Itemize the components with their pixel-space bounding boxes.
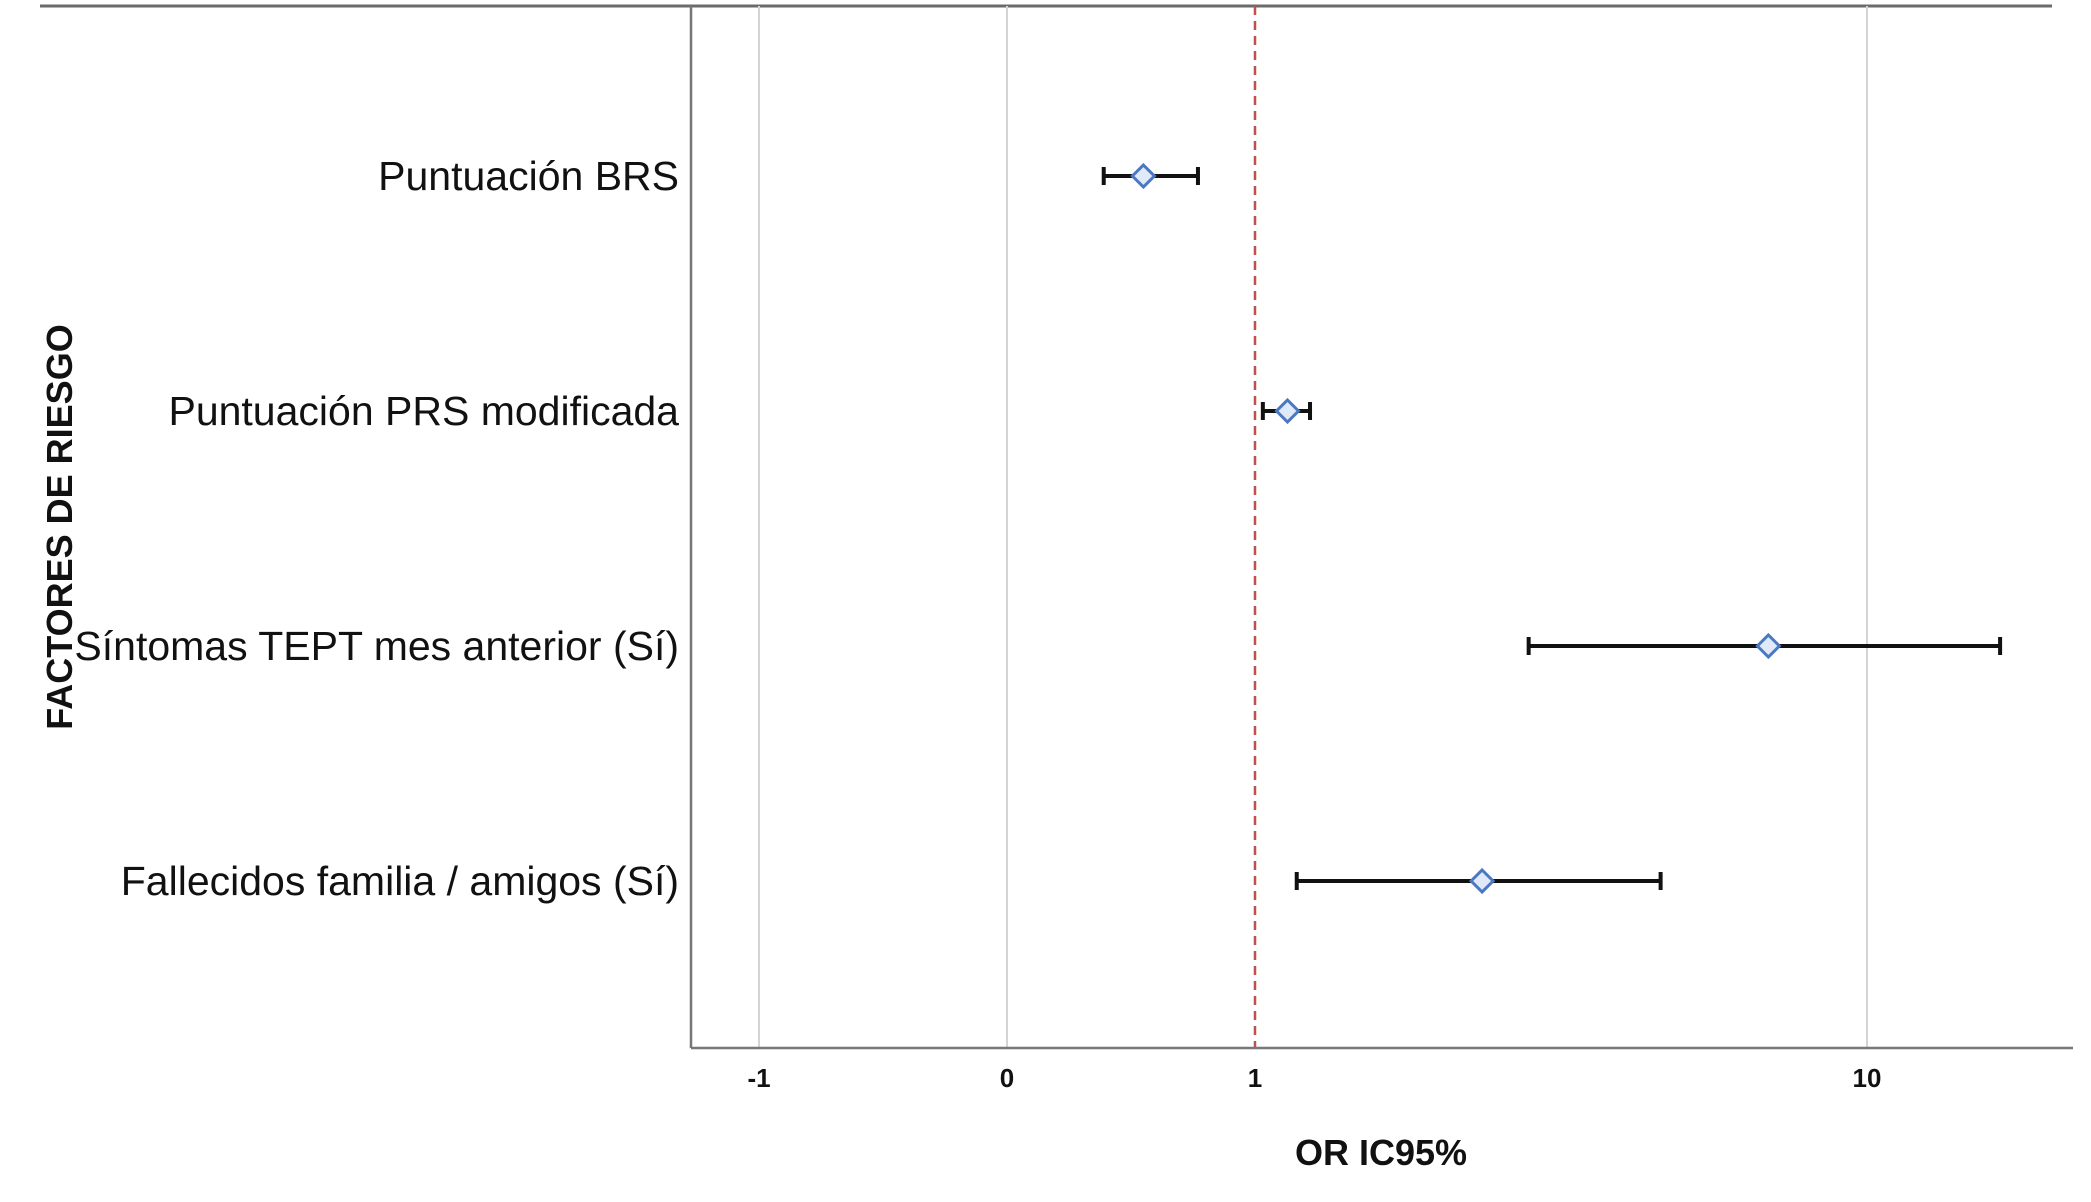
grid-lines [758,6,1868,1048]
row-label: Síntomas TEPT mes anterior (Sí) [74,623,679,669]
data-rows: Puntuación BRS Puntuación PRS modificada S… [74,153,2003,904]
row-label: Puntuación PRS modificada [168,388,679,434]
x-tick-label: 1 [1248,1063,1262,1093]
x-axis-ticks: -1 0 1 10 [747,1063,1881,1093]
or-point [1130,162,1157,190]
or-point [1755,632,1782,660]
x-tick-label: 0 [1000,1063,1014,1093]
or-point [1274,397,1301,425]
x-axis-title: OR IC95% [1295,1132,1467,1173]
forest-row: Puntuación PRS modificada [168,388,1313,434]
forest-row: Puntuación BRS [378,153,1200,199]
forest-row: Síntomas TEPT mes anterior (Sí) [74,623,2003,669]
forest-row: Fallecidos familia / amigos (Sí) [121,858,1663,904]
row-label: Fallecidos familia / amigos (Sí) [121,858,679,904]
row-label: Puntuación BRS [378,153,679,199]
y-axis-title: FACTORES DE RIESGO [39,324,80,729]
x-tick-label: -1 [747,1063,770,1093]
or-point [1468,867,1496,895]
x-tick-label: 10 [1853,1063,1882,1093]
